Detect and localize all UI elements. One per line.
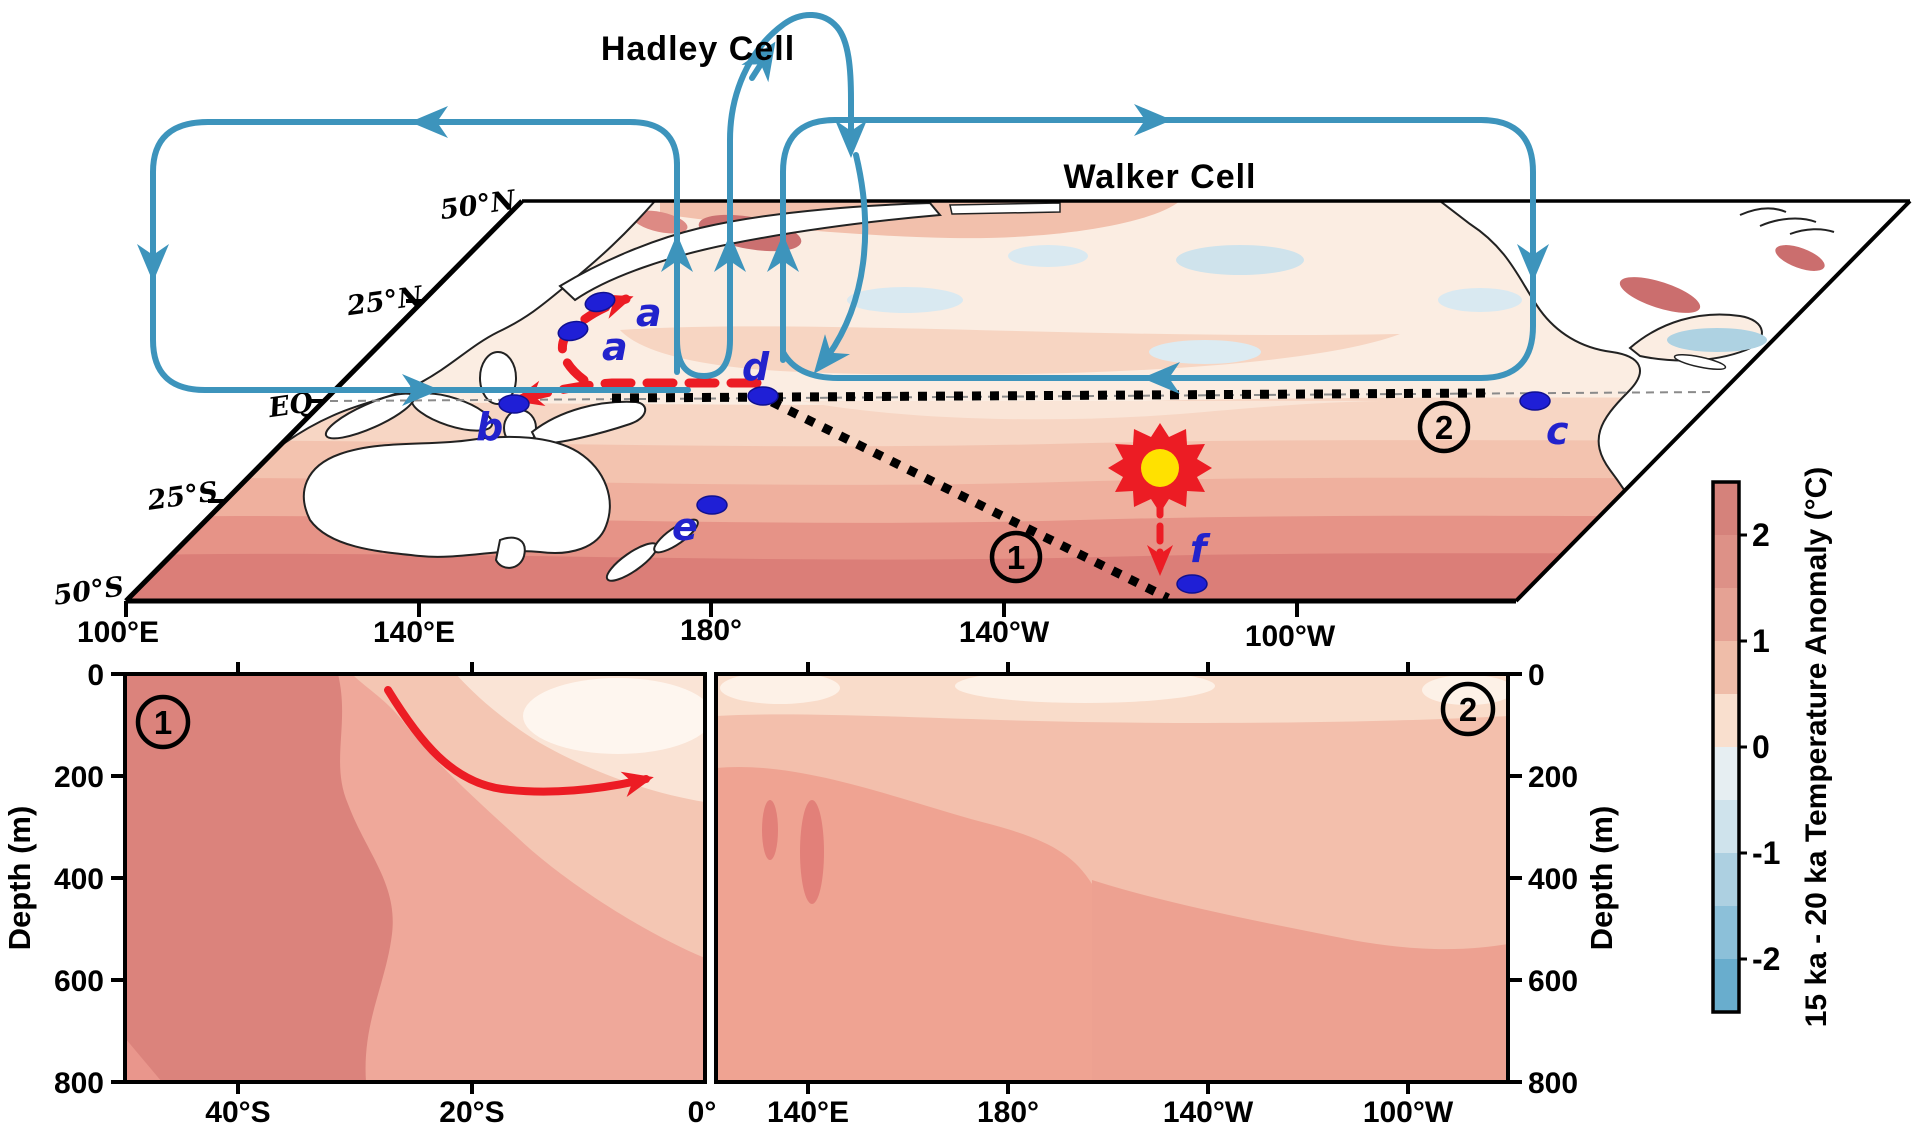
depth-axis-label-right: Depth (m) — [1584, 806, 1619, 951]
site-c-marker — [1519, 391, 1551, 411]
x-20s-label: 20°S — [439, 1096, 504, 1129]
transect-1-line — [770, 397, 1170, 603]
site-c-label: c — [1546, 409, 1569, 453]
site-labels: a a b c d e f — [476, 291, 1569, 571]
site-d-label: d — [742, 345, 770, 389]
panel2-circle-label: 2 — [1459, 691, 1477, 728]
walker-west-descent — [813, 152, 869, 374]
site-f-label: f — [1190, 527, 1211, 571]
panel2-depth-labels: 0 200 400 600 800 — [1528, 659, 1578, 1100]
lon-label-100w: 100°W — [1245, 620, 1336, 653]
x-0-label: 0° — [688, 1096, 717, 1129]
lon-label-140e: 140°E — [373, 616, 455, 649]
colorbar-title: 15 ka - 20 ka Temperature Anomaly (°C) — [1800, 467, 1833, 1028]
cb-tick-neg2: -2 — [1752, 941, 1780, 977]
hadley-up-arrow — [741, 41, 776, 83]
depth-800-right: 800 — [1528, 1067, 1578, 1100]
map-frame — [124, 199, 1912, 617]
depth-200-right: 200 — [1528, 761, 1578, 794]
lat-label-eq: EQ — [266, 387, 315, 424]
site-a1-marker — [584, 291, 616, 313]
section-panel-2: 2 0 200 400 600 800 140°E 180° 140°W 100… — [714, 659, 1619, 1129]
panel2-x-labels: 140°E 180° 140°W 100°W — [767, 1096, 1454, 1129]
depth-600-right: 600 — [1528, 965, 1578, 998]
depth-0-left: 0 — [87, 659, 104, 692]
cb-tick-neg1: -1 — [1752, 835, 1780, 871]
map-transect-2-badge: 2 — [1417, 400, 1471, 454]
equator-dashed-line — [329, 391, 1717, 402]
colorbar-tick-labels: 2 1 0 -1 -2 — [1752, 517, 1780, 977]
depth-0-right: 0 — [1528, 659, 1545, 692]
map-transect-1-badge: 1 — [989, 530, 1043, 584]
depth-600-left: 600 — [54, 965, 104, 998]
site-a1-label: a — [636, 291, 662, 335]
hadley-cell-label: Hadley Cell — [601, 30, 795, 68]
lon-label-100e: 100°E — [77, 616, 159, 649]
depth-axis-label-left: Depth (m) — [2, 806, 37, 951]
circulation-diagram — [137, 11, 1549, 406]
colorbar: 2 1 0 -1 -2 15 ka - 20 ka Temperature An… — [1711, 467, 1833, 1028]
site-e-label: e — [672, 505, 698, 549]
site-a2-marker — [557, 320, 589, 342]
site-b-label: b — [476, 405, 503, 449]
map-panel: 50°N 25°N EQ 25°S 50°S 100°E 140°E 180° … — [52, 185, 1912, 653]
panel2-ticks — [806, 662, 1522, 1094]
map-lon-labels: 100°E 140°E 180° 140°W 100°W — [77, 614, 1336, 653]
site-b-marker — [498, 394, 530, 414]
cb-tick-1: 1 — [1752, 623, 1770, 659]
map-sea-fill — [126, 201, 1910, 601]
panel1-x-labels: 40°S 20°S 0° — [205, 1096, 716, 1129]
sun-icon — [1108, 423, 1212, 513]
depth-800-left: 800 — [54, 1067, 104, 1100]
transect-2-line — [611, 388, 1489, 403]
lat-label-25s: 25°S — [145, 476, 220, 517]
map-circle-2-label: 2 — [1435, 409, 1453, 446]
x-40s-label: 40°S — [205, 1096, 270, 1129]
cb-tick-0: 0 — [1752, 729, 1770, 765]
map-circle-1-label: 1 — [1007, 539, 1025, 576]
x-140w-label: 140°W — [1163, 1096, 1254, 1129]
site-f-marker — [1176, 574, 1208, 594]
colorbar-tick-marks — [1739, 533, 1747, 961]
lon-label-140w: 140°W — [959, 616, 1050, 649]
panel1-depth-labels: 0 200 400 600 800 — [54, 659, 104, 1100]
site-d-marker — [747, 386, 779, 406]
panel1-circle-label: 1 — [154, 704, 172, 741]
panel1-ticks — [111, 662, 474, 1094]
cb-tick-2: 2 — [1752, 517, 1770, 553]
site-a2-label: a — [602, 325, 628, 369]
depth-400-left: 400 — [54, 863, 104, 896]
lat-label-50s: 50°S — [52, 571, 126, 612]
x-180-label: 180° — [977, 1096, 1039, 1129]
section-panel-1: 1 0 200 400 600 800 40°S 20°S 0° Depth (… — [2, 659, 716, 1129]
subduction-arrow — [384, 686, 654, 797]
site-e-marker — [696, 495, 728, 515]
x-100w-label: 100°W — [1363, 1096, 1454, 1129]
walker-cell-loop — [780, 117, 1536, 381]
site-markers — [498, 291, 1551, 594]
depth-200-left: 200 — [54, 761, 104, 794]
x-140e-label: 140°E — [767, 1096, 849, 1129]
walker-cell-label: Walker Cell — [1063, 158, 1256, 196]
colorbar-segments — [1713, 482, 1739, 1012]
lon-label-180: 180° — [680, 614, 742, 647]
depth-400-right: 400 — [1528, 863, 1578, 896]
left-cell-loop — [150, 119, 691, 393]
